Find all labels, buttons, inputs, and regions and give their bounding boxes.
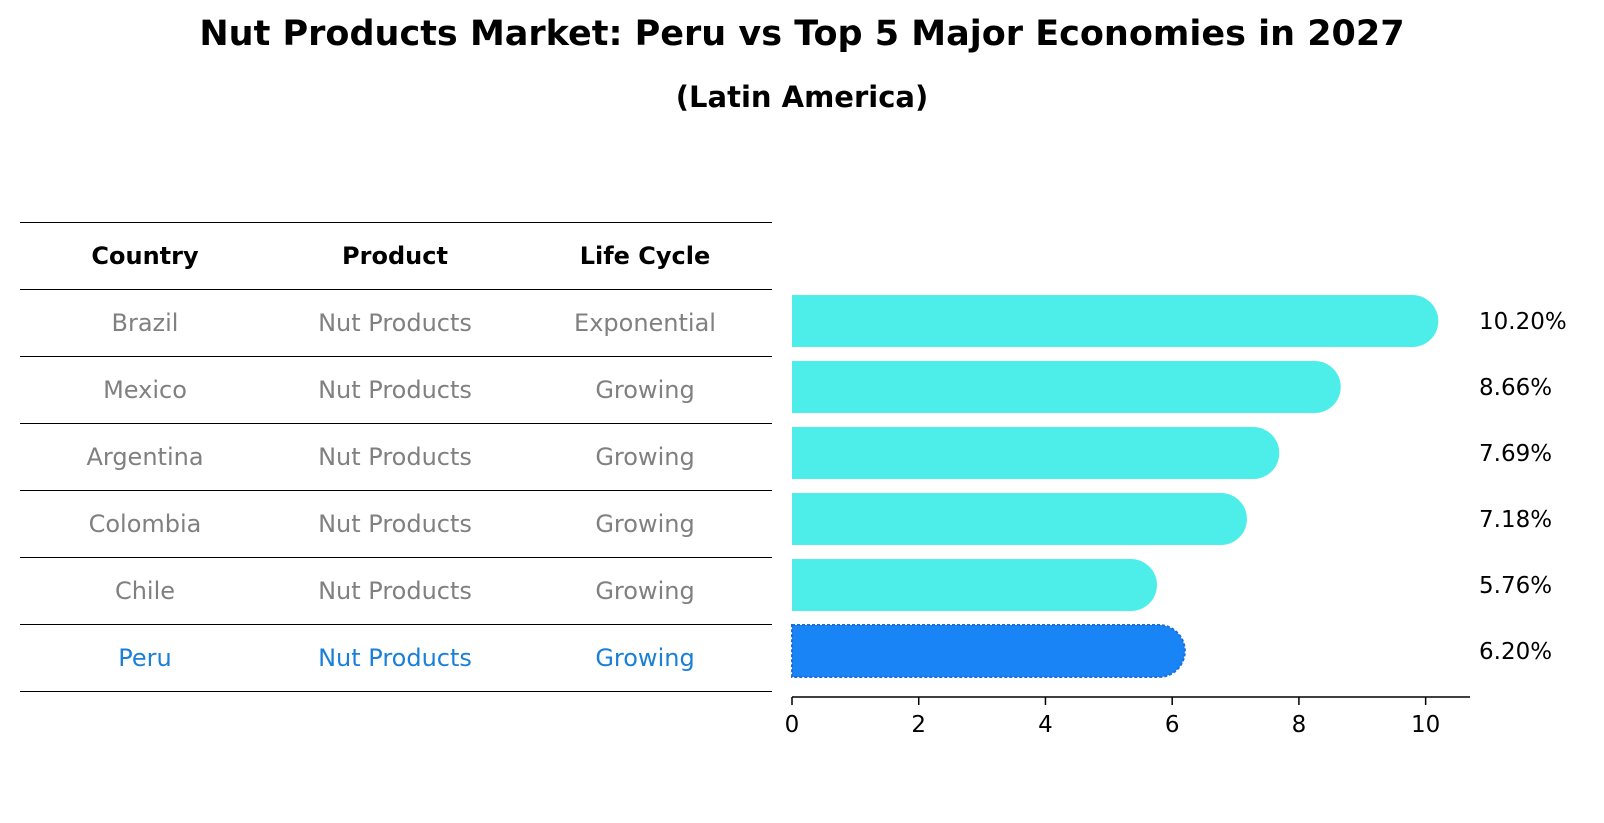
cell-country: Brazil (111, 309, 179, 337)
value-label-peru: 6.20% (1479, 639, 1552, 665)
cell-life-cycle: Growing (595, 644, 695, 672)
header-product: Product (342, 242, 448, 270)
cell-life-cycle: Growing (595, 376, 695, 404)
cell-life-cycle: Growing (595, 510, 695, 538)
bar-chile (792, 559, 1157, 611)
cell-product: Nut Products (318, 376, 472, 404)
data-table: Country Product Life Cycle Brazil Nut Pr… (20, 222, 772, 692)
value-label-brazil: 10.20% (1479, 309, 1567, 335)
table-row: Mexico Nut Products Growing (20, 356, 772, 423)
chart-subtitle: (Latin America) (675, 80, 929, 114)
cell-product: Nut Products (318, 443, 472, 471)
header-country: Country (91, 242, 199, 270)
cell-life-cycle: Growing (595, 443, 695, 471)
table-row: Colombia Nut Products Growing (20, 490, 772, 557)
chart-title: Nut Products Market: Peru vs Top 5 Major… (199, 14, 1405, 54)
bar-brazil (792, 295, 1439, 347)
bar-peru (791, 624, 1186, 678)
x-tick-label: 2 (911, 712, 926, 738)
table-row: Argentina Nut Products Growing (20, 423, 772, 490)
x-tick-label: 6 (1165, 712, 1180, 738)
cell-country: Mexico (103, 376, 187, 404)
x-tick-label: 8 (1292, 712, 1307, 738)
table-row: Chile Nut Products Growing (20, 557, 772, 624)
cell-life-cycle: Exponential (574, 309, 716, 337)
header-life-cycle: Life Cycle (579, 242, 711, 270)
table-header-row: Country Product Life Cycle (20, 222, 772, 289)
cell-country: Argentina (86, 443, 204, 471)
cell-country: Colombia (88, 510, 202, 538)
value-label-chile: 5.76% (1479, 573, 1552, 599)
cell-life-cycle: Growing (595, 577, 695, 605)
x-tick-label: 4 (1038, 712, 1053, 738)
x-tick-label: 0 (785, 712, 800, 738)
cell-product: Nut Products (318, 577, 472, 605)
cell-product: Nut Products (318, 644, 472, 672)
value-label-colombia: 7.18% (1479, 507, 1552, 533)
bar-mexico (792, 361, 1341, 413)
table-row: Brazil Nut Products Exponential (20, 289, 772, 356)
table-row-highlight: Peru Nut Products Growing (20, 624, 772, 692)
bar-argentina (792, 427, 1280, 479)
cell-product: Nut Products (318, 309, 472, 337)
cell-country: Chile (114, 577, 176, 605)
x-tick-label: 10 (1411, 712, 1440, 738)
bar-colombia (792, 493, 1247, 545)
cell-product: Nut Products (318, 510, 472, 538)
cell-country: Peru (118, 644, 172, 672)
value-label-mexico: 8.66% (1479, 375, 1552, 401)
value-label-argentina: 7.69% (1479, 441, 1552, 467)
